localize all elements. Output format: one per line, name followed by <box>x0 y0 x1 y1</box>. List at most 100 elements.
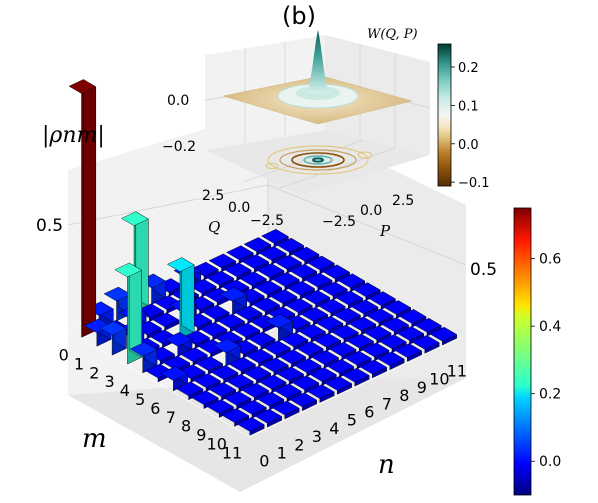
inset-z-tick: 0.0 <box>167 93 189 109</box>
n-tick-label: 2 <box>294 435 304 454</box>
z-tick-right: 0.5 <box>470 260 497 280</box>
n-tick-label: 10 <box>429 370 449 389</box>
m-tick-label: 9 <box>196 426 206 445</box>
colorbar-tick-label: 0.4 <box>539 319 561 335</box>
bar <box>236 417 265 436</box>
bar <box>322 264 350 284</box>
bar <box>324 376 353 395</box>
n-tick-label: 5 <box>347 411 357 430</box>
inset-q-label: Q <box>208 218 220 236</box>
contour-ring <box>267 145 369 175</box>
colorbar-tick-label: 0.0 <box>539 454 561 470</box>
colorbar-tick-label: 0.1 <box>458 99 479 114</box>
bar <box>121 211 149 314</box>
bar <box>306 384 335 403</box>
inset-p-tick: 2.5 <box>392 193 414 209</box>
bar <box>359 359 388 379</box>
n-tick-label: 0 <box>259 452 269 471</box>
jet-colorbar-ticks: 0.0 0.2 0.4 0.6 <box>531 252 561 470</box>
bar <box>271 400 300 420</box>
bars <box>68 79 458 436</box>
m-tick-label: 2 <box>89 363 99 382</box>
bar <box>162 355 191 375</box>
bar <box>129 341 158 374</box>
bar <box>344 350 372 370</box>
panel-label: (b) <box>282 2 316 30</box>
m-tick-label: 11 <box>222 443 242 462</box>
n-tick-label: 1 <box>277 444 287 463</box>
inset-q-tick: 2.5 <box>202 188 224 204</box>
contour-ring <box>265 163 279 169</box>
bar <box>254 408 283 428</box>
bar <box>212 338 241 367</box>
floor-grid-line <box>249 338 460 438</box>
bar <box>398 309 427 328</box>
inset-q-tick: −2.5 <box>250 213 284 229</box>
inset-title: W(Q, P) <box>367 27 418 42</box>
z-tick-left: 0.5 <box>36 216 63 236</box>
wigner-contours <box>265 145 373 175</box>
m-tick-label: 0 <box>59 345 69 364</box>
colorbar-tick-label: 0.2 <box>539 387 561 403</box>
grid-line <box>267 184 467 266</box>
inset-p-label: P <box>379 222 391 240</box>
inset-z-tick: −0.2 <box>162 139 196 155</box>
contour-ring <box>279 149 357 171</box>
bar <box>333 307 361 327</box>
bar <box>239 399 267 419</box>
contour-ring <box>291 152 345 168</box>
contour-ring <box>357 151 373 159</box>
jet-colorbar <box>513 207 532 496</box>
inset-grid-line <box>242 139 364 183</box>
n-tick-label: 6 <box>364 403 374 422</box>
contour-ring <box>303 155 333 165</box>
bar <box>326 358 355 378</box>
bar <box>68 79 97 338</box>
m-tick-label: 8 <box>181 417 191 436</box>
m-tick-label: 4 <box>120 381 130 400</box>
bar <box>411 335 440 354</box>
bar <box>368 291 396 310</box>
m-tick-label: 3 <box>105 372 115 391</box>
bar <box>239 271 267 290</box>
m-tick-label: 1 <box>74 354 84 373</box>
m-tick-label: 10 <box>207 434 227 453</box>
bar <box>99 320 127 356</box>
bar <box>160 366 189 392</box>
bar <box>429 326 458 346</box>
bar <box>396 326 425 345</box>
bar <box>311 350 339 369</box>
bar <box>210 365 239 384</box>
bar <box>341 367 370 387</box>
brbg-colorbar <box>437 43 452 187</box>
n-tick-label: 8 <box>399 386 409 405</box>
bar <box>263 340 291 360</box>
bar <box>243 365 272 385</box>
bar <box>151 312 180 331</box>
colorbar-tick-label: 0.0 <box>458 138 479 153</box>
n-tick-label: 11 <box>447 362 467 381</box>
bar <box>241 254 270 273</box>
m-tick-label: 5 <box>135 390 145 409</box>
inset-q-tick: 0.0 <box>228 200 250 216</box>
bar <box>241 382 269 402</box>
n-tick-label: 9 <box>417 378 427 397</box>
bar <box>289 392 318 412</box>
bar <box>258 246 287 265</box>
bar <box>114 262 143 365</box>
bar <box>223 262 252 282</box>
bar <box>394 343 423 362</box>
bar <box>219 287 248 316</box>
bar <box>278 349 307 368</box>
colorbar-tick-label: 0.2 <box>458 61 479 76</box>
m-tick-label: 7 <box>166 408 176 427</box>
inset-p-tick: −2.5 <box>322 214 356 230</box>
bar <box>193 373 221 392</box>
colorbar-tick-label: 0.6 <box>539 252 561 268</box>
m-axis-label: m <box>82 424 107 454</box>
bar <box>376 351 405 371</box>
bar <box>221 408 250 427</box>
inset-grid-line <box>279 147 396 189</box>
brbg-colorbar-ticks: 0.2 0.1 0.0 −0.1 <box>451 61 490 191</box>
